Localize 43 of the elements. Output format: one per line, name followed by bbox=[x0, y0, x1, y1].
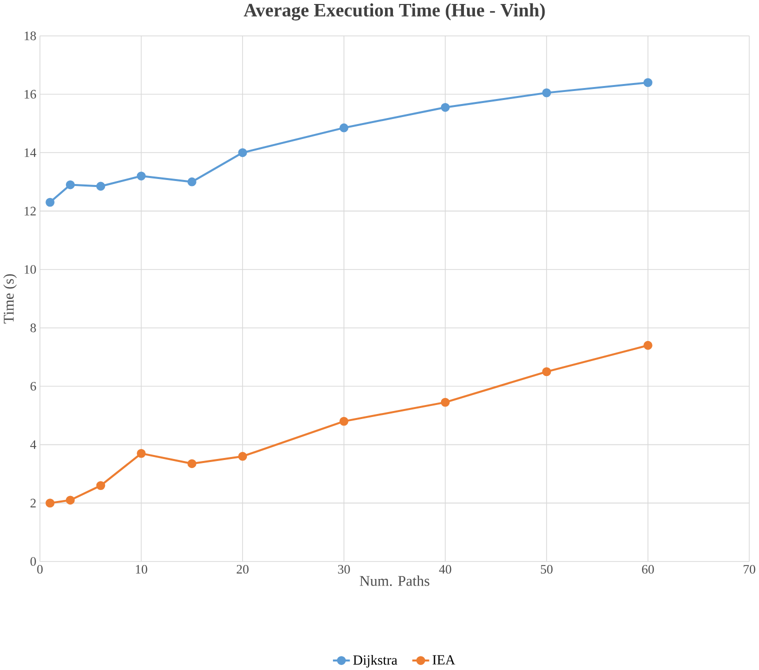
legend-label: Dijkstra bbox=[353, 654, 398, 668]
point bbox=[339, 123, 348, 132]
x-axis-title: Num. Paths bbox=[360, 575, 430, 586]
point bbox=[66, 180, 75, 190]
x-tick-label: 70 bbox=[744, 564, 756, 574]
point bbox=[136, 448, 146, 458]
y-tick-label: 18 bbox=[24, 32, 36, 40]
x-tick-label: 20 bbox=[236, 564, 249, 574]
point bbox=[643, 340, 652, 350]
y-tick-label: 0 bbox=[30, 557, 36, 566]
y-tick-label: 14 bbox=[24, 148, 36, 157]
point bbox=[643, 78, 652, 88]
y-tick-label: 2 bbox=[30, 498, 36, 508]
point bbox=[339, 416, 348, 426]
y-tick-label: 6 bbox=[30, 382, 36, 391]
x-tick-label: 40 bbox=[439, 564, 452, 574]
y-tick-label: 12 bbox=[24, 206, 36, 216]
point bbox=[46, 498, 54, 508]
point bbox=[96, 182, 106, 191]
point bbox=[238, 452, 248, 461]
y-tick-label: 16 bbox=[24, 90, 36, 99]
y-tick-label: 8 bbox=[30, 324, 36, 332]
point bbox=[46, 198, 54, 207]
point bbox=[542, 88, 552, 98]
point bbox=[96, 481, 106, 490]
point bbox=[66, 496, 75, 505]
x-tick-label: 30 bbox=[338, 564, 350, 574]
point bbox=[238, 148, 248, 158]
point bbox=[542, 367, 552, 376]
point bbox=[440, 102, 450, 112]
chart-title: Average Execution Time (Hue - Vinh) bbox=[244, 3, 545, 20]
x-tick-label: 60 bbox=[642, 564, 654, 574]
y-tick-label: 4 bbox=[30, 440, 36, 449]
x-tick-label: 10 bbox=[136, 564, 148, 574]
y-axis-title: Time (s) bbox=[3, 274, 17, 324]
x-tick-label: 50 bbox=[540, 564, 553, 574]
legend-label: IEA bbox=[432, 655, 456, 664]
point bbox=[187, 459, 196, 468]
point bbox=[440, 398, 450, 407]
point bbox=[136, 172, 146, 180]
y-tick-label: 10 bbox=[24, 265, 36, 274]
point bbox=[187, 177, 196, 186]
x-tick-label: 0 bbox=[37, 564, 43, 574]
